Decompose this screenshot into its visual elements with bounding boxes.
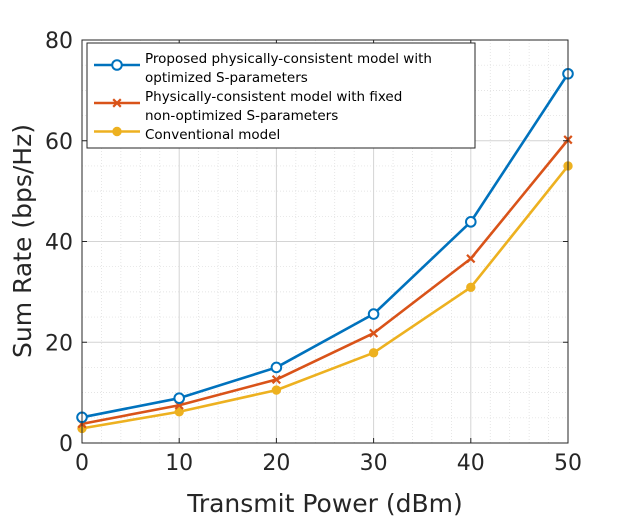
series-line — [81, 165, 570, 430]
data-point — [367, 308, 380, 320]
y-tick-label: 60 — [45, 130, 73, 155]
marker-x-stroke — [466, 254, 476, 264]
data-point — [174, 407, 184, 417]
series-layer — [76, 67, 574, 434]
marker-x-stroke — [271, 374, 281, 385]
legend-box — [86, 42, 476, 149]
legend-entry: Proposed physically-consistent model wit… — [94, 51, 432, 86]
legend-label: optimized S-parameters — [145, 70, 308, 86]
data-point — [465, 216, 477, 228]
x-tick-label: 30 — [360, 451, 388, 476]
y-tick-label: 40 — [45, 231, 73, 256]
series-dot — [77, 161, 573, 434]
data-point — [466, 254, 476, 264]
marker-x-stroke — [369, 328, 379, 338]
legend: Proposed physically-consistent model wit… — [86, 42, 476, 149]
legend-marker — [112, 98, 122, 108]
legend-label: Conventional model — [145, 127, 280, 143]
y-tick-label: 80 — [45, 29, 73, 54]
x-tick-label: 0 — [75, 451, 89, 476]
data-point — [368, 348, 379, 358]
data-point — [369, 328, 379, 338]
y-axis-label: Sum Rate (bps/Hz) — [8, 124, 37, 358]
x-tick-label: 50 — [554, 451, 582, 476]
ticks: 0 10 20 30 40 50 0 20 40 60 80 — [45, 29, 582, 476]
legend-marker — [111, 59, 123, 71]
legend-label: Proposed physically-consistent model wit… — [145, 51, 432, 67]
y-tick-label: 20 — [45, 331, 73, 356]
x-tick-label: 20 — [262, 451, 290, 476]
data-point — [271, 374, 281, 385]
x-axis-label: Transmit Power (dBm) — [186, 489, 463, 518]
data-point — [173, 392, 185, 404]
legend-entry: Conventional model — [94, 126, 280, 143]
legend-entry: Physically-consistent model with fixed no… — [94, 89, 402, 124]
legend-label: Physically-consistent model with fixed — [145, 89, 402, 105]
x-tick-label: 40 — [457, 451, 485, 476]
data-point — [271, 385, 282, 395]
legend-marker — [112, 126, 122, 137]
series-line — [81, 73, 570, 419]
marker-x-stroke — [112, 98, 122, 108]
legend-label: non-optimized S-parameters — [145, 108, 338, 124]
x-tick-label: 10 — [165, 451, 193, 476]
data-point — [270, 361, 283, 374]
data-point — [466, 282, 476, 293]
series-line — [81, 138, 570, 426]
y-tick-label: 0 — [59, 432, 73, 457]
